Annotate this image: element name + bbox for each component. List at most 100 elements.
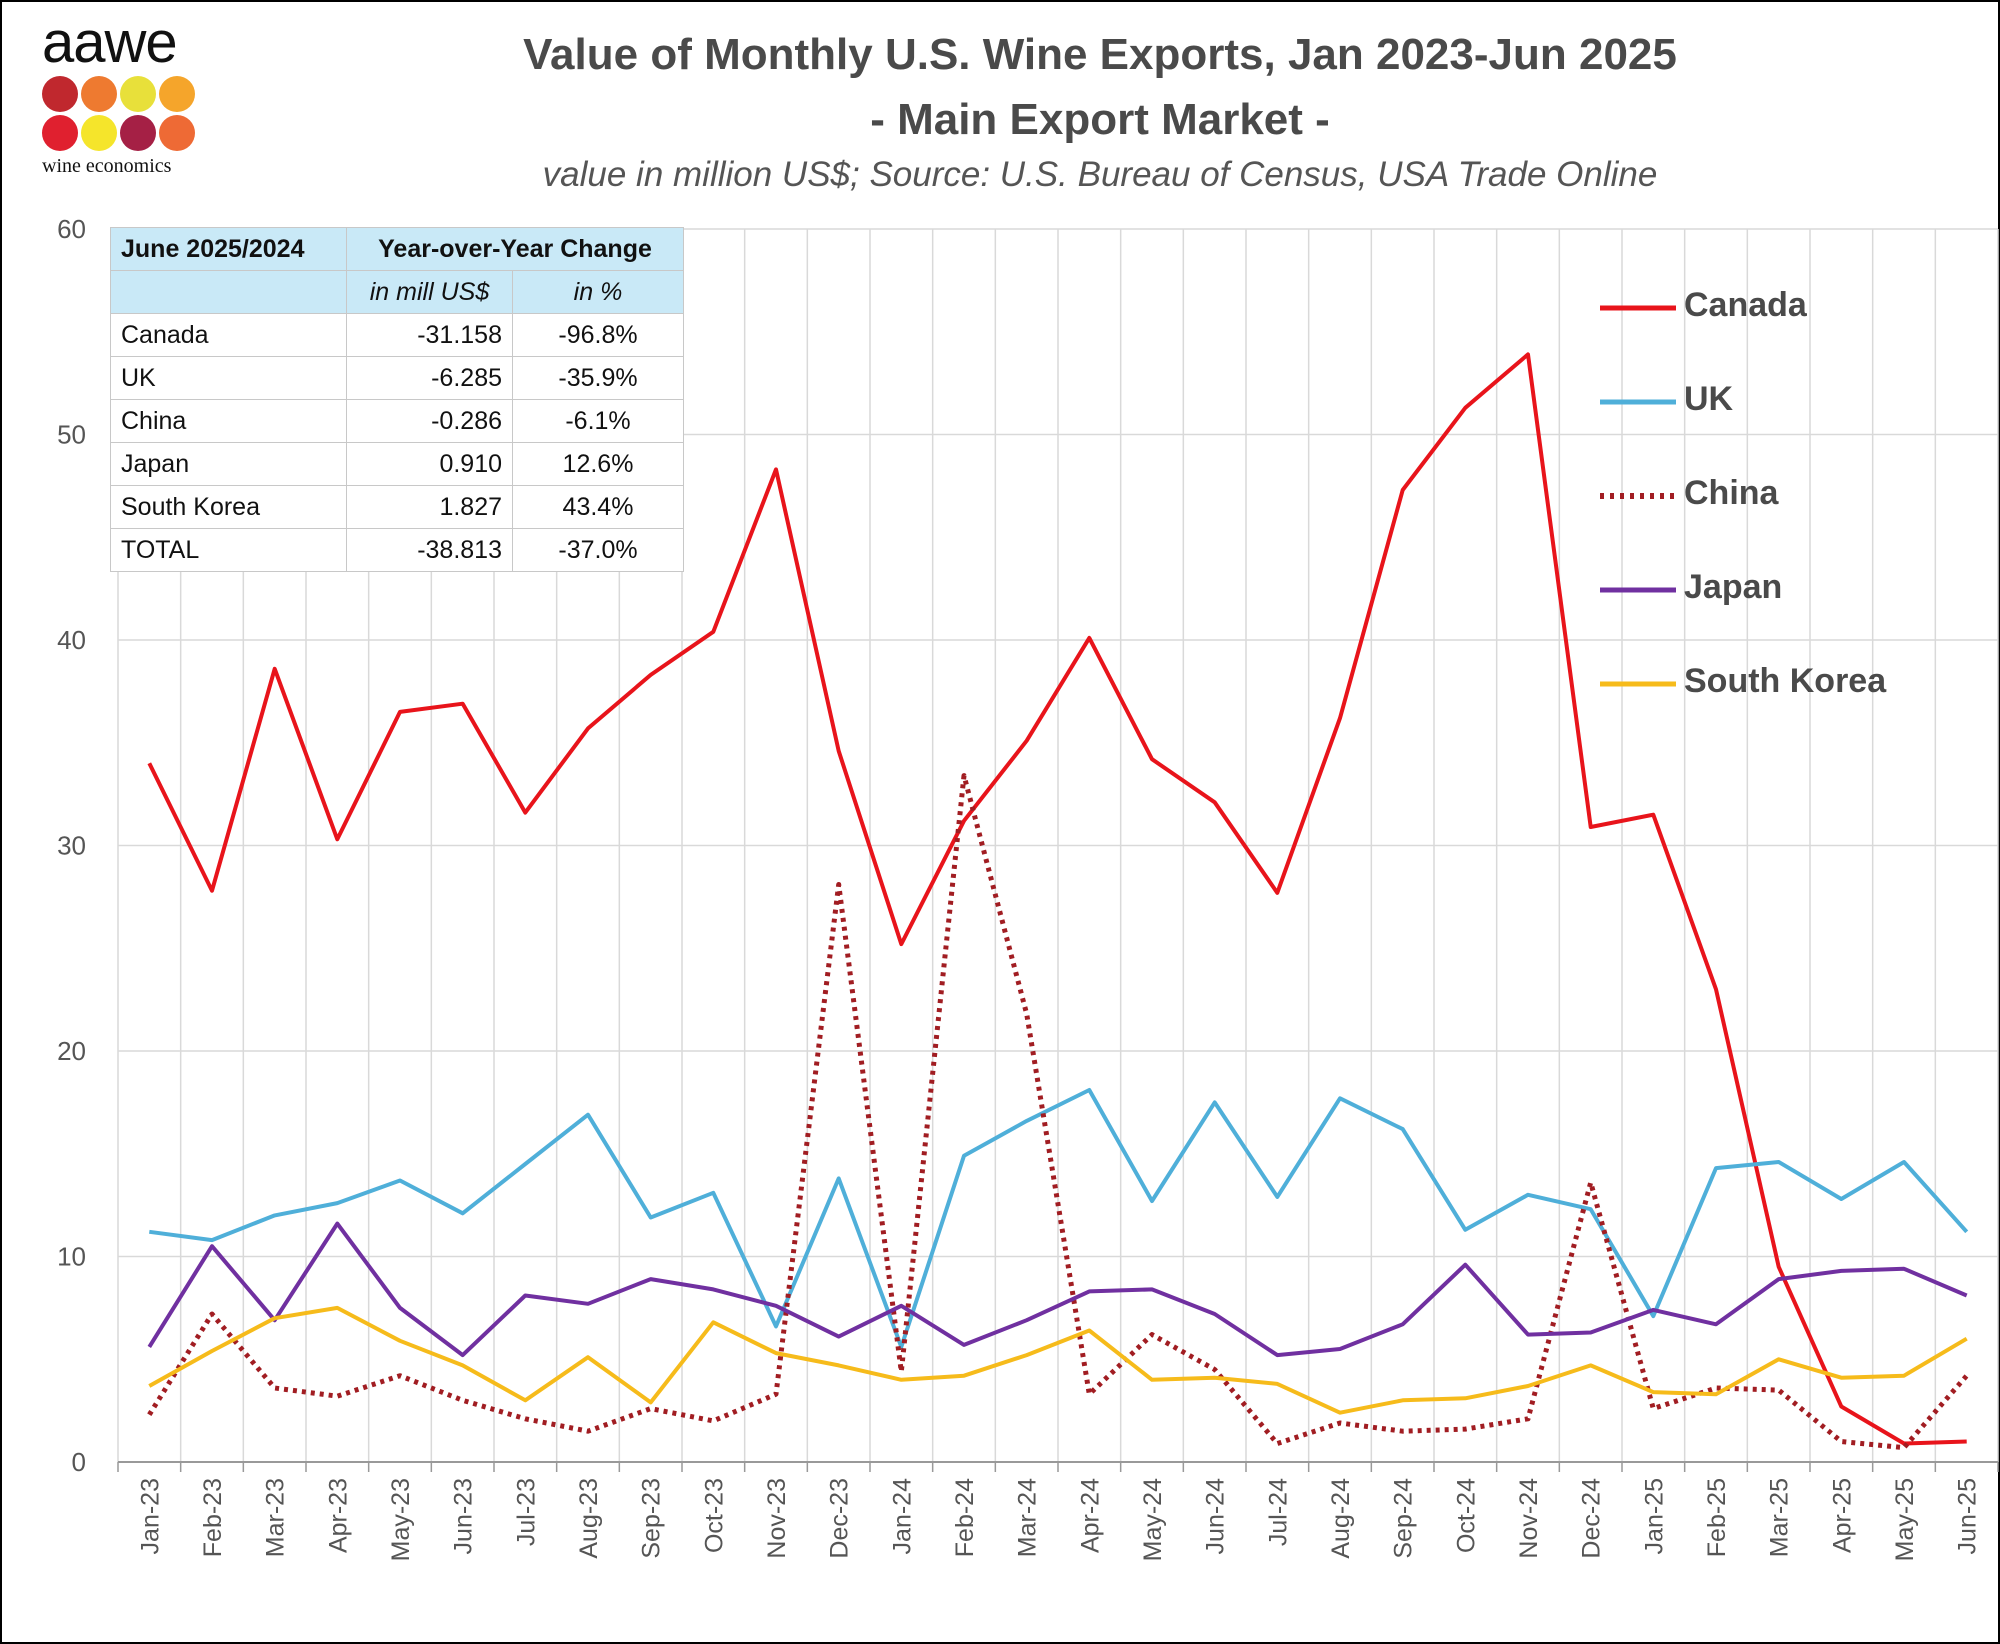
yoy-change-table: June 2025/2024 Year-over-Year Change in … <box>110 227 684 572</box>
table-cell-mill: -31.158 <box>346 313 513 357</box>
y-tick-label: 50 <box>57 420 86 450</box>
logo-dot <box>159 115 195 151</box>
legend-item-canada: Canada <box>1598 280 1958 330</box>
x-tick-label: Mar-25 <box>1766 1478 1794 1557</box>
x-tick-label: Jun-24 <box>1202 1478 1230 1555</box>
table-cell-country: UK <box>110 356 347 400</box>
table-cell-mill: 0.910 <box>346 442 513 486</box>
x-tick-label: Apr-23 <box>324 1478 352 1553</box>
logo-dot <box>42 115 78 151</box>
x-tick-label: Jan-24 <box>888 1478 916 1555</box>
table-cell-pct: -6.1% <box>512 399 684 443</box>
x-tick-label: Jan-23 <box>136 1478 164 1554</box>
table-header-period: June 2025/2024 <box>110 227 347 271</box>
legend-label: Canada <box>1684 286 1807 324</box>
table-cell-mill: -0.286 <box>346 399 513 443</box>
x-tick-label: Aug-24 <box>1327 1478 1355 1559</box>
legend-item-japan: Japan <box>1598 562 1958 612</box>
x-tick-label: Jul-24 <box>1264 1478 1292 1546</box>
x-tick-label: Nov-24 <box>1515 1478 1543 1559</box>
legend-item-china: China <box>1598 468 1958 518</box>
table-subheader-mill: in mill US$ <box>346 270 513 314</box>
table-cell-pct: 12.6% <box>512 442 684 486</box>
x-tick-label: Apr-24 <box>1076 1478 1104 1553</box>
table-cell-mill: -38.813 <box>346 528 513 572</box>
table-cell-pct: 43.4% <box>512 485 684 529</box>
x-tick-label: Aug-23 <box>575 1478 603 1559</box>
x-tick-label: May-24 <box>1139 1478 1167 1561</box>
chart-subtitle: - Main Export Market - <box>870 95 1330 144</box>
table-cell-country: China <box>110 399 347 443</box>
y-tick-label: 20 <box>57 1036 86 1066</box>
x-tick-label: May-25 <box>1891 1478 1919 1561</box>
table-subheader-row: in mill US$ in % <box>110 270 684 314</box>
x-tick-label: Oct-23 <box>700 1478 728 1553</box>
y-tick-label: 40 <box>57 625 86 655</box>
legend-item-south-korea: South Korea <box>1598 656 1958 706</box>
x-tick-label: Feb-25 <box>1703 1478 1731 1557</box>
x-tick-label: Oct-24 <box>1452 1478 1480 1553</box>
table-cell-country: TOTAL <box>110 528 347 572</box>
table-cell-country: Japan <box>110 442 347 486</box>
series-line-japan <box>147 1221 1968 1358</box>
y-tick-label: 0 <box>72 1447 86 1477</box>
legend-label: UK <box>1684 380 1734 418</box>
table-cell-pct: -37.0% <box>512 528 684 572</box>
chart-title: Value of Monthly U.S. Wine Exports, Jan … <box>523 30 1677 79</box>
legend-label: China <box>1684 474 1779 512</box>
x-tick-label: Dec-23 <box>826 1478 854 1559</box>
y-tick-label: 10 <box>57 1242 86 1272</box>
table-cell-pct: -96.8% <box>512 313 684 357</box>
table-row: Canada -31.158 -96.8% <box>110 313 684 357</box>
table-row: UK -6.285 -35.9% <box>110 356 684 400</box>
table-cell-country: South Korea <box>110 485 347 529</box>
x-tick-label: Apr-25 <box>1828 1478 1856 1553</box>
series-line-china <box>147 773 1969 1451</box>
x-tick-label: Jun-25 <box>1954 1478 1982 1554</box>
logo-wordmark: aawe <box>42 10 178 75</box>
table-row: Japan 0.910 12.6% <box>110 442 684 486</box>
table-row: China -0.286 -6.1% <box>110 399 684 443</box>
series-line-south-korea <box>148 1305 1968 1415</box>
x-tick-label: Mar-24 <box>1014 1478 1042 1557</box>
table-row: TOTAL -38.813 -37.0% <box>110 528 684 572</box>
y-tick-label: 30 <box>57 831 86 861</box>
x-tick-label: Jul-23 <box>512 1478 540 1546</box>
table-header-change: Year-over-Year Change <box>346 227 684 271</box>
x-tick-label: Sep-24 <box>1390 1478 1418 1559</box>
series-line-uk <box>149 1088 1969 1349</box>
x-tick-label: Feb-24 <box>951 1478 979 1557</box>
legend-label: South Korea <box>1684 662 1887 700</box>
legend-label: Japan <box>1684 568 1783 606</box>
legend-item-uk: UK <box>1598 374 1958 424</box>
table-subheader-empty <box>110 270 347 314</box>
x-tick-label: Jan-25 <box>1640 1478 1668 1554</box>
table-row: South Korea 1.827 43.4% <box>110 485 684 529</box>
table-cell-mill: 1.827 <box>346 485 513 529</box>
chart-source-note: value in million US$; Source: U.S. Burea… <box>542 155 1658 194</box>
table-cell-pct: -35.9% <box>512 356 684 400</box>
series-line-canada <box>147 352 1967 1446</box>
x-tick-label: Mar-23 <box>262 1478 290 1557</box>
logo-dot <box>81 76 117 112</box>
y-tick-label: 60 <box>57 214 86 244</box>
logo-dot <box>81 115 117 151</box>
x-tick-label: Sep-23 <box>638 1478 666 1559</box>
table-header-row: June 2025/2024 Year-over-Year Change <box>110 227 684 271</box>
x-tick-label: Feb-23 <box>199 1478 227 1557</box>
logo-dot <box>120 115 156 151</box>
x-tick-label: Jun-23 <box>450 1478 478 1554</box>
logo-dots <box>42 76 222 151</box>
table-subheader-pct: in % <box>512 270 684 314</box>
table-cell-country: Canada <box>110 313 347 357</box>
logo-dot <box>159 76 195 112</box>
logo-dot <box>120 76 156 112</box>
logo-subtitle: wine economics <box>42 155 172 177</box>
x-tick-label: May-23 <box>387 1478 415 1561</box>
table-cell-mill: -6.285 <box>346 356 513 400</box>
x-tick-label: Nov-23 <box>763 1478 791 1559</box>
x-tick-label: Dec-24 <box>1578 1478 1606 1559</box>
aawe-logo: aawe wine economics <box>42 14 222 178</box>
